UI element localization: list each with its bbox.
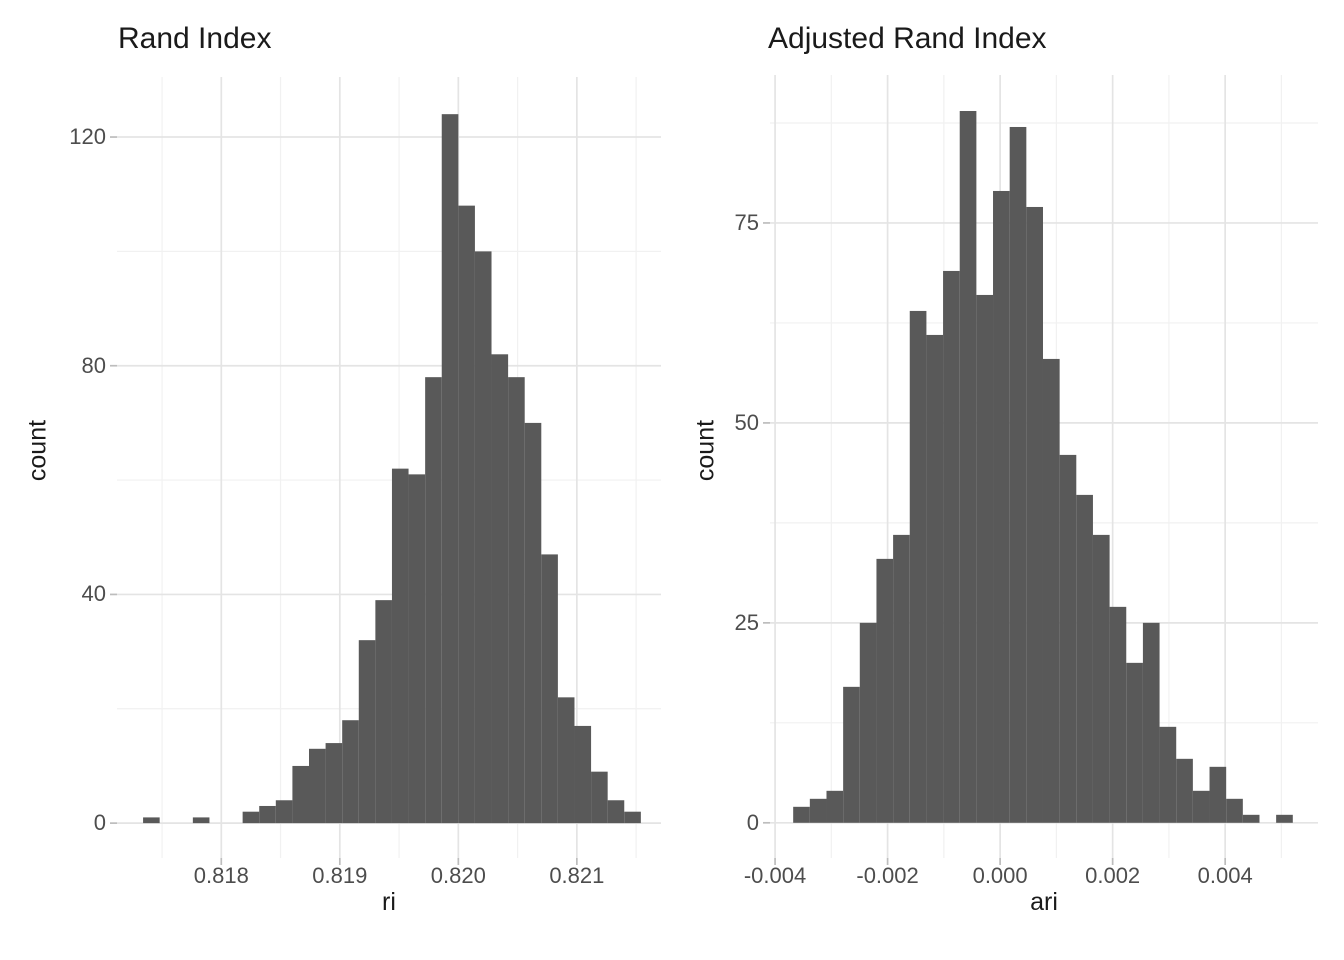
histogram-bar — [1242, 814, 1260, 823]
right-y-axis-label: count — [691, 419, 720, 482]
histogram-bar — [242, 811, 260, 824]
x-tick-label: 0.000 — [972, 863, 1028, 888]
y-tick-label: 80 — [81, 352, 106, 378]
histogram-bar — [826, 790, 844, 823]
histogram-bar — [876, 558, 894, 823]
histogram-bar — [926, 334, 944, 823]
histogram-bar — [1126, 662, 1143, 823]
x-tick-label: 0.004 — [1197, 863, 1253, 888]
histogram-bar — [557, 697, 575, 824]
y-tick-label: 50 — [734, 409, 759, 435]
histogram-bar — [1192, 790, 1210, 823]
histogram-bar — [375, 600, 392, 824]
histogram-bar — [192, 817, 210, 824]
histogram-bar — [1226, 798, 1243, 823]
right-plot-title: Adjusted Rand Index — [768, 22, 1047, 55]
histogram-bar — [624, 811, 641, 824]
histogram-bar — [143, 817, 160, 824]
y-tick-label: 0 — [93, 810, 106, 836]
histogram-bar — [959, 110, 977, 823]
left-plot-title: Rand Index — [118, 22, 272, 55]
histogram-bar — [1209, 766, 1227, 823]
histogram-bar — [1042, 358, 1060, 823]
histogram-bar — [809, 798, 827, 823]
x-tick-label: 0.819 — [312, 863, 368, 888]
histogram-bar — [541, 554, 558, 824]
histogram-bar — [292, 765, 309, 824]
histogram-bar — [1276, 814, 1293, 823]
histogram-bar — [1009, 126, 1027, 823]
histogram-bar — [1176, 758, 1193, 823]
histogram-bar — [309, 748, 326, 824]
y-tick-label: 75 — [734, 209, 759, 235]
y-tick-label: 25 — [734, 609, 759, 635]
right-x-axis-label: ari — [1030, 888, 1058, 916]
histogram-bar — [574, 725, 592, 824]
histogram-bar — [1092, 534, 1110, 823]
histogram-bar — [1159, 726, 1177, 823]
histogram-bar — [275, 800, 293, 824]
histogram-bar — [1059, 454, 1077, 823]
histogram-bar — [1076, 494, 1093, 823]
histogram-bar — [441, 114, 459, 824]
histogram-bar — [425, 377, 442, 824]
left-x-axis-label: ri — [382, 888, 396, 916]
histogram-bar — [1142, 622, 1160, 823]
histogram-bar — [893, 534, 910, 823]
histogram-bar — [793, 806, 810, 823]
y-tick-label: 40 — [81, 581, 106, 607]
histogram-bar — [325, 743, 343, 824]
histogram-bar — [1109, 606, 1127, 823]
x-tick-label: 0.821 — [549, 863, 605, 888]
histogram-bar — [358, 640, 376, 824]
x-tick-label: 0.820 — [430, 863, 486, 888]
histogram-bar — [458, 205, 475, 824]
histogram-bar — [591, 771, 608, 824]
histogram-bar — [391, 468, 409, 824]
histogram-bar — [1026, 206, 1043, 823]
left-y-axis-label: count — [23, 419, 52, 482]
histogram-bar — [993, 190, 1010, 823]
histogram-bar — [909, 310, 927, 823]
histogram-bar — [259, 805, 276, 824]
histogram-bar — [508, 377, 525, 824]
histogram-bar — [859, 622, 877, 823]
x-tick-label: -0.002 — [856, 863, 919, 888]
x-tick-label: 0.818 — [193, 863, 249, 888]
histogram-bar — [474, 251, 492, 824]
histogram-bar — [408, 474, 426, 824]
histogram-bar — [943, 270, 960, 823]
x-tick-label: 0.002 — [1085, 863, 1141, 888]
histogram-bar — [976, 294, 994, 823]
histogram-bar — [524, 422, 542, 824]
y-tick-label: 0 — [746, 809, 759, 835]
histogram-bar — [607, 800, 625, 824]
histogram-bar — [843, 686, 860, 823]
histogram-bar — [491, 354, 509, 824]
x-tick-label: -0.004 — [743, 863, 807, 888]
y-tick-label: 120 — [69, 124, 106, 150]
histogram-bar — [342, 720, 359, 824]
